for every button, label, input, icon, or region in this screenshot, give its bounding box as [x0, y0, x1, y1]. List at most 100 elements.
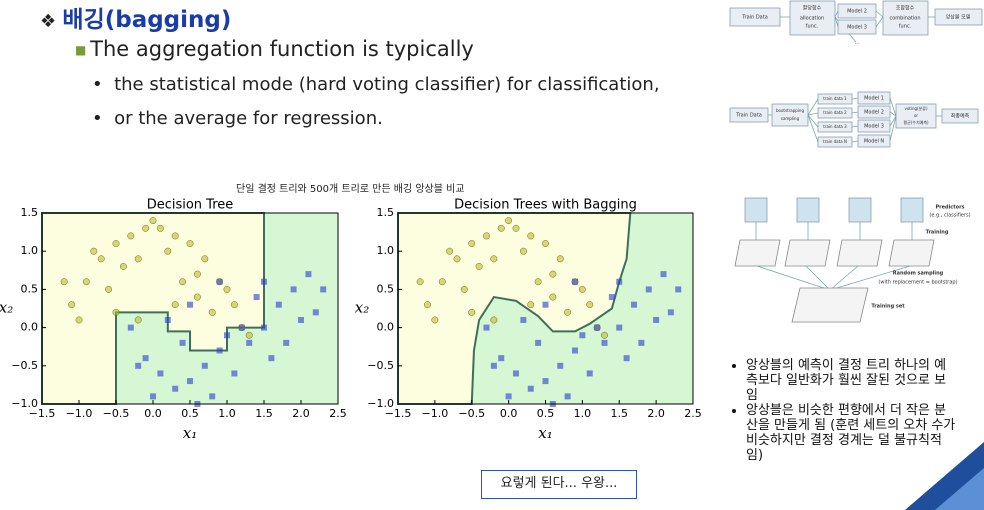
box-label: train data 2 [823, 110, 847, 115]
point [653, 316, 660, 323]
x-tick-label: 2.0 [647, 407, 665, 420]
point [127, 232, 135, 240]
x-tick-label: 1.5 [611, 407, 629, 420]
bullet-text: the statistical mode (hard voting classi… [114, 74, 660, 95]
point: ■ The aggregation function is typically [75, 37, 474, 61]
point [68, 301, 76, 309]
point [601, 331, 608, 339]
point [519, 247, 527, 255]
point [542, 240, 549, 248]
predictor-icon [744, 197, 768, 223]
x-tick-label: 0.5 [181, 407, 199, 420]
remark: 앙상블은 비슷한 편향에서 더 작은 분산을 만들게 됨 (훈련 세트의 오차 … [746, 403, 956, 463]
point [475, 263, 483, 270]
box-label: Model 3 [864, 124, 884, 130]
diagram-label: Training [926, 230, 949, 236]
point [557, 362, 564, 369]
point [193, 293, 201, 301]
point [298, 316, 304, 323]
y-tick-label: 0.5 [21, 282, 39, 295]
box [857, 134, 891, 148]
box-label: allocation [800, 16, 824, 22]
diagram-label: Random sampling [893, 271, 944, 277]
diagram-label: (with replacement = bootstrap) [878, 280, 957, 286]
point [261, 278, 267, 285]
point [586, 301, 594, 309]
point [483, 324, 490, 331]
point [438, 278, 446, 286]
box [857, 105, 891, 119]
point [572, 278, 578, 285]
point [208, 308, 216, 316]
box [837, 19, 877, 35]
point [290, 286, 297, 293]
point [453, 255, 461, 263]
point [631, 301, 637, 308]
note-box: 요렇게 된다... 우왕... [481, 470, 637, 499]
point [90, 247, 98, 255]
caption: 단일 결정 트리와 500개 트리로 만든 배깅 앙상블 비교 [236, 184, 465, 195]
bagging-diagram: Train Data bootstrapping sampling train … [729, 91, 979, 148]
point [564, 308, 572, 316]
y-tick-label: −0.5 [367, 359, 394, 372]
bullet: • the statistical mode (hard voting clas… [92, 74, 660, 95]
point [542, 378, 549, 385]
y-tick-label: 0.0 [377, 321, 395, 334]
point [520, 316, 527, 323]
point [268, 355, 275, 362]
point [164, 316, 171, 323]
point [542, 301, 549, 308]
x-tick-label: −1.0 [422, 407, 449, 420]
corner-decor [935, 468, 984, 510]
point [534, 278, 542, 286]
point [468, 240, 476, 248]
point [556, 255, 564, 263]
chart-title: Decision Tree [147, 198, 234, 213]
point-text: The aggregation function is typically [90, 37, 474, 61]
point [149, 217, 157, 225]
point [305, 271, 312, 278]
point [578, 285, 586, 293]
box [729, 107, 769, 123]
box-label: Model 3 [847, 25, 867, 31]
point [150, 393, 156, 400]
box-label: or [914, 113, 918, 118]
box-label: 평균(수치예측) [903, 119, 929, 125]
y-tick-label: −1.0 [11, 397, 38, 410]
box [895, 103, 937, 129]
box [837, 3, 877, 19]
box-label: 앙상블 모델 [946, 14, 971, 21]
point [231, 370, 238, 377]
box-label: Train Data [735, 113, 762, 119]
point [490, 362, 497, 369]
point [171, 301, 179, 309]
point [579, 332, 586, 339]
point [512, 224, 520, 232]
point [549, 293, 557, 301]
box-label: Model 1 [864, 96, 884, 102]
box-label: train data N [823, 139, 847, 144]
box-label: Model 2 [864, 110, 884, 116]
diagram-label: (e.g., classifiers) [929, 213, 970, 219]
point [75, 316, 83, 324]
predictor-icon [848, 197, 872, 223]
point [238, 324, 245, 331]
point [645, 286, 652, 293]
box [771, 103, 809, 127]
x-tick-label: 0.5 [537, 407, 555, 420]
x-tick-label: 2.5 [684, 407, 702, 420]
point [245, 331, 253, 339]
x-tick-label: −1.5 [29, 407, 56, 420]
point [460, 285, 468, 293]
point [186, 240, 194, 248]
point [187, 301, 193, 308]
x-tick-label: −0.5 [458, 407, 485, 420]
box-label: train data 3 [823, 124, 847, 129]
point [283, 339, 290, 346]
point [446, 247, 454, 255]
x-tick-label: 1.0 [218, 407, 236, 420]
point [601, 339, 608, 346]
point [60, 278, 68, 286]
point [594, 324, 601, 331]
